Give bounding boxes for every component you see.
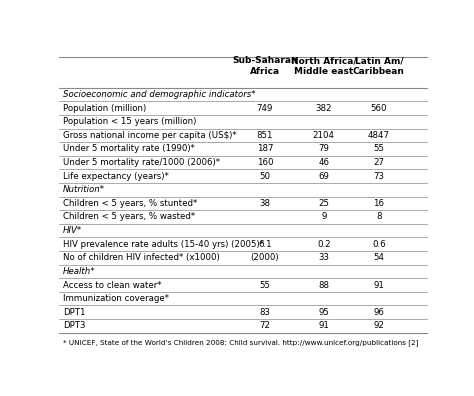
Text: HIV prevalence rate adults (15-40 yrs) (2005)*: HIV prevalence rate adults (15-40 yrs) (… [63, 240, 264, 249]
Text: Socioeconomic and demographic indicators*: Socioeconomic and demographic indicators… [63, 90, 255, 99]
Text: 749: 749 [257, 104, 273, 113]
Text: (2000): (2000) [251, 253, 279, 262]
Text: 187: 187 [257, 145, 273, 154]
Text: No of children HIV infected* (x1000): No of children HIV infected* (x1000) [63, 253, 219, 262]
Text: Immunization coverage*: Immunization coverage* [63, 294, 169, 303]
Text: Population < 15 years (million): Population < 15 years (million) [63, 117, 196, 126]
Text: 8: 8 [376, 213, 382, 221]
Text: Life expectancy (years)*: Life expectancy (years)* [63, 172, 169, 181]
Text: Children < 5 years, % stunted*: Children < 5 years, % stunted* [63, 199, 197, 208]
Text: 88: 88 [318, 280, 329, 289]
Text: 91: 91 [374, 280, 384, 289]
Text: DPT1: DPT1 [63, 308, 85, 317]
Text: 160: 160 [257, 158, 273, 167]
Text: Latin Am/
Caribbean: Latin Am/ Caribbean [353, 56, 405, 76]
Text: 69: 69 [319, 172, 329, 181]
Text: 382: 382 [316, 104, 332, 113]
Text: 0.2: 0.2 [317, 240, 330, 249]
Text: 95: 95 [319, 308, 329, 317]
Text: 79: 79 [319, 145, 329, 154]
Text: 0.6: 0.6 [372, 240, 386, 249]
Text: 851: 851 [257, 131, 273, 140]
Text: Children < 5 years, % wasted*: Children < 5 years, % wasted* [63, 213, 195, 221]
Text: 55: 55 [374, 145, 384, 154]
Text: 72: 72 [259, 321, 271, 330]
Text: Sub-Saharan
Africa: Sub-Saharan Africa [232, 56, 298, 76]
Text: 96: 96 [374, 308, 384, 317]
Text: * UNICEF, State of the World’s Children 2008: Child survival. http://www.unicef.: * UNICEF, State of the World’s Children … [63, 339, 419, 346]
Text: Under 5 mortality rate/1000 (2006)*: Under 5 mortality rate/1000 (2006)* [63, 158, 220, 167]
Text: Population (million): Population (million) [63, 104, 146, 113]
Text: 33: 33 [318, 253, 329, 262]
Text: 38: 38 [259, 199, 271, 208]
Text: 2104: 2104 [313, 131, 335, 140]
Text: 25: 25 [318, 199, 329, 208]
Text: 6.1: 6.1 [258, 240, 272, 249]
Text: DPT3: DPT3 [63, 321, 85, 330]
Text: North Africa/
Middle east: North Africa/ Middle east [291, 56, 356, 76]
Text: 27: 27 [374, 158, 384, 167]
Text: 91: 91 [319, 321, 329, 330]
Text: 54: 54 [374, 253, 384, 262]
Text: Access to clean water*: Access to clean water* [63, 280, 162, 289]
Text: Nutrition*: Nutrition* [63, 185, 105, 194]
Text: 46: 46 [318, 158, 329, 167]
Text: 83: 83 [259, 308, 271, 317]
Text: 4847: 4847 [368, 131, 390, 140]
Text: Gross national income per capita (US$)*: Gross national income per capita (US$)* [63, 131, 237, 140]
Text: 73: 73 [374, 172, 384, 181]
Text: Health*: Health* [63, 267, 96, 276]
Text: 55: 55 [259, 280, 271, 289]
Text: HIV*: HIV* [63, 226, 82, 235]
Text: 16: 16 [374, 199, 384, 208]
Text: 9: 9 [321, 213, 327, 221]
Text: 50: 50 [259, 172, 271, 181]
Text: Under 5 mortality rate (1990)*: Under 5 mortality rate (1990)* [63, 145, 195, 154]
Text: 560: 560 [371, 104, 387, 113]
Text: 92: 92 [374, 321, 384, 330]
